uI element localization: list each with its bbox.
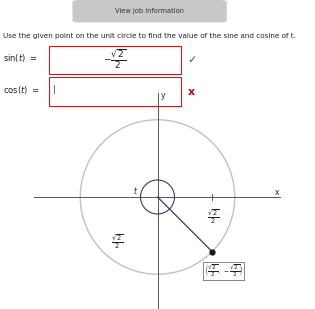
Text: ✓: ✓ (187, 55, 197, 65)
Text: $\dfrac{\sqrt{2}}{2}$: $\dfrac{\sqrt{2}}{2}$ (207, 208, 219, 226)
Bar (49, 46, 181, 74)
Text: $\mathrm{cos}(t)\ =$: $\mathrm{cos}(t)\ =$ (3, 84, 40, 96)
Text: $t$: $t$ (133, 185, 139, 196)
Text: View job information: View job information (115, 8, 184, 14)
Text: x: x (275, 188, 279, 197)
Text: y: y (161, 91, 165, 100)
FancyBboxPatch shape (72, 0, 227, 23)
Text: $\dfrac{\sqrt{2}}{2}$: $\dfrac{\sqrt{2}}{2}$ (111, 232, 123, 251)
Bar (49, 78, 181, 106)
Text: $\mathbf{x}$: $\mathbf{x}$ (187, 87, 197, 97)
Text: $-\dfrac{\sqrt{2}}{2}$: $-\dfrac{\sqrt{2}}{2}$ (103, 48, 127, 71)
Text: $\left(\dfrac{\sqrt{2}}{2},\ -\dfrac{\sqrt{2}}{2}\right)$: $\left(\dfrac{\sqrt{2}}{2},\ -\dfrac{\sq… (204, 263, 243, 279)
Text: $\mathrm{sin}(t)\ =$: $\mathrm{sin}(t)\ =$ (3, 52, 37, 64)
Text: |: | (53, 85, 56, 94)
Text: Use the given point on the unit circle to find the value of the sine and cosine : Use the given point on the unit circle t… (3, 33, 296, 39)
